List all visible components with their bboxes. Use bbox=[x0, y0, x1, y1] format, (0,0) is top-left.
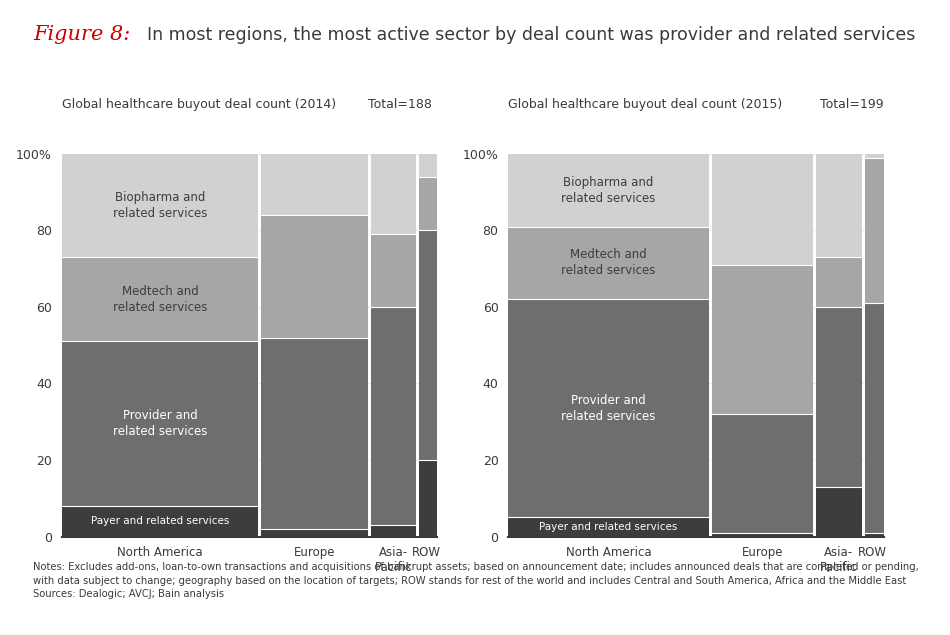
Bar bbox=[508, 518, 709, 537]
Bar bbox=[62, 506, 258, 537]
Bar bbox=[371, 307, 416, 525]
Bar bbox=[816, 307, 862, 487]
Bar bbox=[62, 154, 258, 257]
Bar bbox=[816, 257, 862, 307]
Bar bbox=[419, 460, 437, 537]
Bar bbox=[371, 234, 416, 307]
Text: Total=199: Total=199 bbox=[820, 98, 884, 111]
Bar bbox=[864, 303, 884, 533]
Text: Provider and
related services: Provider and related services bbox=[113, 409, 207, 438]
Bar bbox=[261, 338, 369, 529]
Bar bbox=[371, 154, 416, 234]
Bar bbox=[508, 154, 709, 227]
Bar bbox=[261, 215, 369, 338]
Text: Provider and
related services: Provider and related services bbox=[561, 394, 655, 423]
Bar bbox=[62, 257, 258, 342]
Bar bbox=[864, 533, 884, 537]
Bar bbox=[816, 154, 862, 257]
Text: Biopharma and
related services: Biopharma and related services bbox=[561, 176, 655, 204]
Bar bbox=[864, 154, 884, 157]
Bar bbox=[62, 342, 258, 506]
Text: Global healthcare buyout deal count (2014): Global healthcare buyout deal count (201… bbox=[62, 98, 336, 111]
Bar bbox=[371, 525, 416, 537]
Bar bbox=[419, 177, 437, 231]
Text: Total=188: Total=188 bbox=[369, 98, 432, 111]
Bar bbox=[864, 157, 884, 303]
Bar bbox=[712, 154, 812, 265]
Bar bbox=[419, 231, 437, 460]
Text: Biopharma and
related services: Biopharma and related services bbox=[113, 191, 207, 220]
Bar bbox=[508, 227, 709, 299]
Bar bbox=[712, 533, 812, 537]
Bar bbox=[712, 414, 812, 533]
Text: In most regions, the most active sector by deal count was provider and related s: In most regions, the most active sector … bbox=[147, 26, 916, 44]
Text: Payer and related services: Payer and related services bbox=[540, 522, 677, 532]
Bar bbox=[419, 154, 437, 177]
Bar bbox=[261, 529, 369, 537]
Text: Payer and related services: Payer and related services bbox=[91, 516, 229, 526]
Bar bbox=[508, 299, 709, 518]
Bar bbox=[816, 487, 862, 537]
Text: Figure 8:: Figure 8: bbox=[33, 25, 130, 44]
Text: Medtech and
related services: Medtech and related services bbox=[113, 284, 207, 314]
Text: Global healthcare buyout deal count (2015): Global healthcare buyout deal count (201… bbox=[508, 98, 783, 111]
Text: Medtech and
related services: Medtech and related services bbox=[561, 248, 655, 277]
Text: Notes: Excludes add-ons, loan-to-own transactions and acquisitions of bankrupt a: Notes: Excludes add-ons, loan-to-own tra… bbox=[33, 562, 919, 599]
Bar bbox=[261, 154, 369, 215]
Bar bbox=[712, 265, 812, 414]
